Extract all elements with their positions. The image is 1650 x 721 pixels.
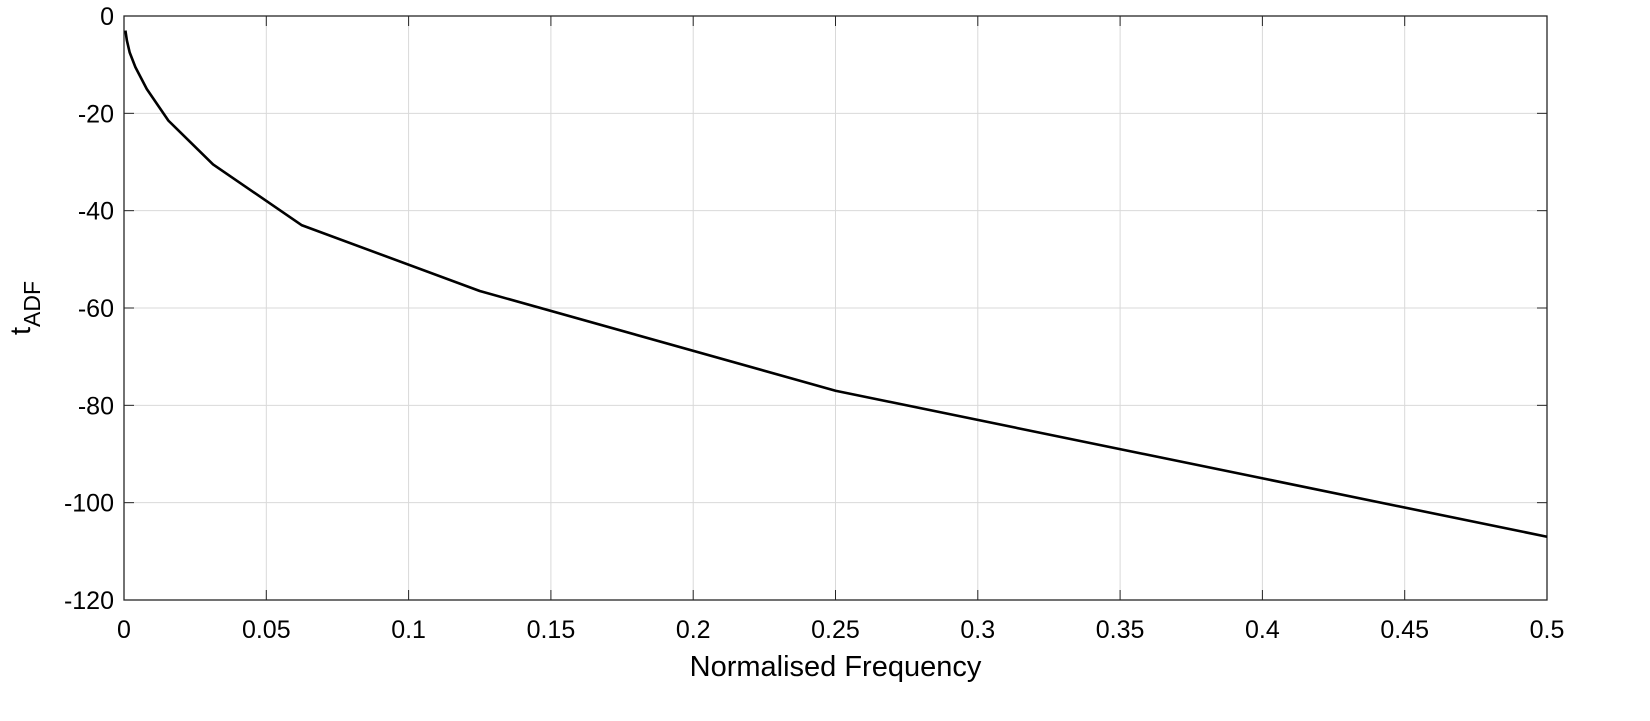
x-tick-label: 0.15	[527, 616, 576, 644]
y-tick-labels: 0 -20 -40 -60 -80 -100 -120	[64, 3, 114, 615]
series-group	[124, 30, 1548, 539]
x-axis-label: Normalised Frequency	[690, 651, 982, 683]
x-tick-labels: 0 0.05 0.1 0.15 0.2 0.25 0.3 0.35 0.4 0.45 0.5	[117, 616, 1564, 644]
y-tick-label: 0	[100, 3, 114, 31]
x-tick-label: 0.35	[1096, 616, 1145, 644]
x-tick-label: 0.45	[1380, 616, 1429, 644]
x-tick-label: 0	[117, 616, 131, 644]
grid	[124, 16, 1547, 600]
y-tick-label: -20	[78, 100, 114, 128]
y-tick-label: -40	[78, 198, 114, 226]
x-tick-label: 0.5	[1530, 616, 1565, 644]
x-tick-label: 0.25	[811, 616, 860, 644]
x-tick-label: 0.3	[960, 616, 995, 644]
x-tick-label: 0.05	[242, 616, 291, 644]
x-tick-label: 0.1	[391, 616, 426, 644]
series-line	[124, 30, 1548, 539]
y-tick-label: -60	[78, 295, 114, 323]
y-axis-label-subscript: ADF	[19, 281, 45, 327]
y-tick-label: -120	[64, 587, 114, 615]
y-tick-label: -80	[78, 392, 114, 420]
x-tick-label: 0.4	[1245, 616, 1280, 644]
x-tick-label: 0.2	[676, 616, 711, 644]
y-axis-label: tADF	[5, 281, 45, 335]
y-tick-label: -100	[64, 490, 114, 518]
plot-frame	[123, 15, 1548, 601]
y-axis-label-main: t	[5, 327, 37, 335]
